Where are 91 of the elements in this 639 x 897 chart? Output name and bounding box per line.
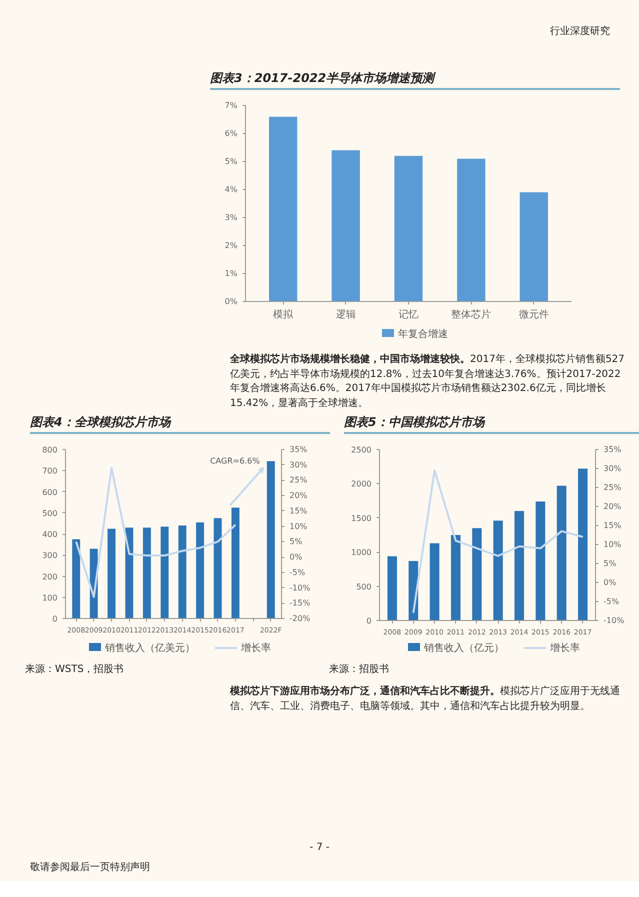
y-tick-label: 200 bbox=[42, 572, 58, 582]
legend-label: 增长率 bbox=[549, 643, 580, 654]
bar bbox=[266, 461, 275, 618]
y-tick-label: 800 bbox=[42, 446, 58, 454]
y-tick-label: 100 bbox=[42, 593, 58, 602]
x-tick-label: 记忆 bbox=[398, 308, 418, 320]
y-tick-label: 1500 bbox=[351, 514, 372, 523]
y-tick-label: 500 bbox=[356, 582, 372, 592]
text: 行业深度研究 bbox=[550, 25, 610, 39]
y-tick-label: 0 bbox=[366, 616, 372, 626]
bar bbox=[578, 468, 588, 620]
y2-tick-label: 5% bbox=[604, 559, 617, 568]
chart-title: 图表5：中国模拟芯片市场 bbox=[344, 415, 484, 429]
bar bbox=[430, 543, 440, 620]
bar bbox=[214, 518, 222, 618]
source-note: 来源：WSTS，招股书 bbox=[25, 663, 124, 677]
text: 敬请参阅最后一页特别声明 bbox=[30, 861, 150, 875]
y2-tick-label: 10% bbox=[290, 522, 308, 531]
x-tick-label: 微元件 bbox=[518, 310, 549, 320]
y2-tick-label: -5% bbox=[604, 597, 620, 606]
y2-tick-label: 5% bbox=[290, 537, 303, 546]
y2-tick-label: -15% bbox=[290, 598, 311, 608]
y-tick-label: 6% bbox=[224, 129, 238, 138]
bar bbox=[269, 116, 298, 302]
y2-tick-label: -20% bbox=[290, 614, 311, 623]
bar bbox=[332, 150, 360, 302]
y2-tick-label: 30% bbox=[604, 464, 622, 473]
legend-label: 销售收入（亿美元） bbox=[104, 643, 195, 654]
y2-tick-label: 30% bbox=[290, 460, 308, 470]
y-tick-label: 0 bbox=[52, 614, 58, 624]
x-tick-label: 模拟 bbox=[273, 308, 294, 320]
y2-tick-label: -5% bbox=[290, 568, 306, 577]
bar bbox=[450, 535, 460, 620]
bar bbox=[472, 528, 482, 620]
y-tick-label: 1000 bbox=[351, 548, 372, 558]
bar bbox=[536, 501, 546, 620]
bar bbox=[160, 526, 169, 618]
x-tick-label: 逻辑 bbox=[336, 308, 356, 320]
y-tick-label: 2% bbox=[224, 241, 238, 250]
bar bbox=[520, 192, 548, 302]
text: 模拟芯片下游应用市场分布广泛，通信和汽车占比不断提升。 bbox=[230, 686, 500, 697]
y2-tick-label: 0% bbox=[290, 552, 303, 562]
bar bbox=[457, 158, 486, 302]
bar bbox=[231, 508, 240, 618]
y2-tick-label: 20% bbox=[290, 491, 308, 500]
y-tick-label: 400 bbox=[42, 530, 58, 539]
y-tick-label: 4% bbox=[224, 185, 238, 194]
y-tick-label: 5% bbox=[224, 157, 238, 166]
chart-title: 图表4：全球模拟芯片市场 bbox=[30, 415, 170, 429]
legend-label: 销售收入（亿元） bbox=[423, 643, 504, 654]
y2-tick-label: 35% bbox=[290, 445, 308, 454]
y2-tick-label: 15% bbox=[290, 506, 308, 516]
y-tick-label: 500 bbox=[42, 508, 58, 518]
line-series bbox=[75, 466, 236, 598]
y-tick-label: 1% bbox=[224, 269, 238, 278]
bar bbox=[108, 528, 116, 618]
annotation: CAGR=6.6% bbox=[210, 456, 260, 466]
bar bbox=[493, 520, 503, 620]
bar bbox=[72, 539, 80, 618]
y2-tick-label: 10% bbox=[604, 540, 622, 549]
bar bbox=[178, 526, 186, 618]
bar bbox=[196, 522, 204, 618]
y2-tick-label: 20% bbox=[604, 502, 622, 511]
y2-tick-label: 15% bbox=[604, 521, 622, 530]
text: 全球模拟芯片市场规模增长稳健，中国市场增速较快。 bbox=[230, 354, 470, 365]
legend-label: 增长率 bbox=[240, 643, 271, 654]
y2-tick-label: 35% bbox=[604, 445, 622, 454]
chart-title: 图表3：2017-2022半导体市场增速预测 bbox=[210, 71, 434, 85]
y2-tick-label: 25% bbox=[604, 483, 622, 492]
y-tick-label: 2000 bbox=[351, 480, 372, 489]
legend-label: 年复合增速 bbox=[397, 329, 448, 340]
y-tick-label: 700 bbox=[42, 466, 58, 476]
y-tick-label: 600 bbox=[42, 488, 58, 497]
y2-tick-label: 0% bbox=[604, 578, 617, 587]
bar bbox=[394, 156, 423, 302]
y-tick-label: 2500 bbox=[351, 446, 372, 454]
y-tick-label: 300 bbox=[42, 551, 58, 560]
x-tick-label: 整体芯片 bbox=[451, 308, 492, 320]
y2-tick-label: 25% bbox=[290, 476, 308, 485]
y2-tick-label: -10% bbox=[604, 616, 625, 625]
line-series bbox=[412, 469, 584, 614]
y-tick-label: 0% bbox=[224, 297, 238, 306]
bar bbox=[556, 486, 566, 620]
text: - 7 - bbox=[310, 841, 330, 855]
bar bbox=[142, 528, 151, 618]
y2-tick-label: -10% bbox=[290, 583, 311, 592]
bar bbox=[514, 511, 524, 620]
y-tick-label: 3% bbox=[224, 213, 238, 222]
y-tick-label: 7% bbox=[224, 101, 238, 110]
bar bbox=[387, 556, 397, 620]
source-note: 来源：招股书 bbox=[329, 663, 389, 677]
